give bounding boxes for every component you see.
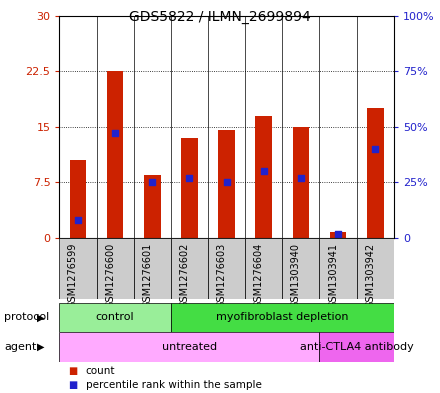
Bar [330, 232, 346, 238]
Text: GSM1276604: GSM1276604 [254, 242, 264, 308]
Point [149, 179, 156, 185]
Text: ■: ■ [68, 380, 77, 390]
Bar [107, 71, 124, 238]
Bar [282, 238, 319, 299]
Text: GSM1303941: GSM1303941 [328, 242, 338, 308]
Bar [70, 160, 86, 238]
Bar [181, 138, 198, 238]
Bar [255, 116, 272, 238]
Text: percentile rank within the sample: percentile rank within the sample [86, 380, 262, 390]
Text: myofibroblast depletion: myofibroblast depletion [216, 312, 348, 322]
Text: GSM1276599: GSM1276599 [68, 242, 78, 308]
Bar [171, 303, 394, 332]
Text: GSM1276603: GSM1276603 [216, 242, 227, 308]
Text: GSM1276601: GSM1276601 [142, 242, 152, 308]
Bar [319, 332, 394, 362]
Point [74, 217, 81, 223]
Point [334, 231, 341, 238]
Bar [59, 332, 319, 362]
Text: untreated: untreated [162, 342, 217, 352]
Bar [245, 238, 282, 299]
Bar [59, 238, 96, 299]
Text: GDS5822 / ILMN_2699894: GDS5822 / ILMN_2699894 [129, 10, 311, 24]
Bar [367, 108, 384, 238]
Bar [171, 238, 208, 299]
Bar [144, 175, 161, 238]
Text: agent: agent [4, 342, 37, 352]
Text: ▶: ▶ [37, 312, 44, 322]
Text: ■: ■ [68, 366, 77, 376]
Text: GSM1303940: GSM1303940 [291, 242, 301, 308]
Text: GSM1303942: GSM1303942 [365, 242, 375, 308]
Point [297, 174, 304, 181]
Text: GSM1276600: GSM1276600 [105, 242, 115, 308]
Point [260, 168, 267, 174]
Bar [134, 238, 171, 299]
Point [372, 146, 379, 152]
Bar [96, 238, 134, 299]
Point [223, 179, 230, 185]
Text: count: count [86, 366, 115, 376]
Text: GSM1276602: GSM1276602 [180, 242, 190, 308]
Bar [319, 238, 357, 299]
Bar [218, 130, 235, 238]
Text: control: control [96, 312, 135, 322]
Point [186, 174, 193, 181]
Text: ▶: ▶ [37, 342, 44, 352]
Bar [208, 238, 245, 299]
Text: anti-CTLA4 antibody: anti-CTLA4 antibody [300, 342, 414, 352]
Bar [59, 303, 171, 332]
Text: protocol: protocol [4, 312, 50, 322]
Bar [357, 238, 394, 299]
Bar [293, 127, 309, 238]
Point [112, 130, 119, 136]
